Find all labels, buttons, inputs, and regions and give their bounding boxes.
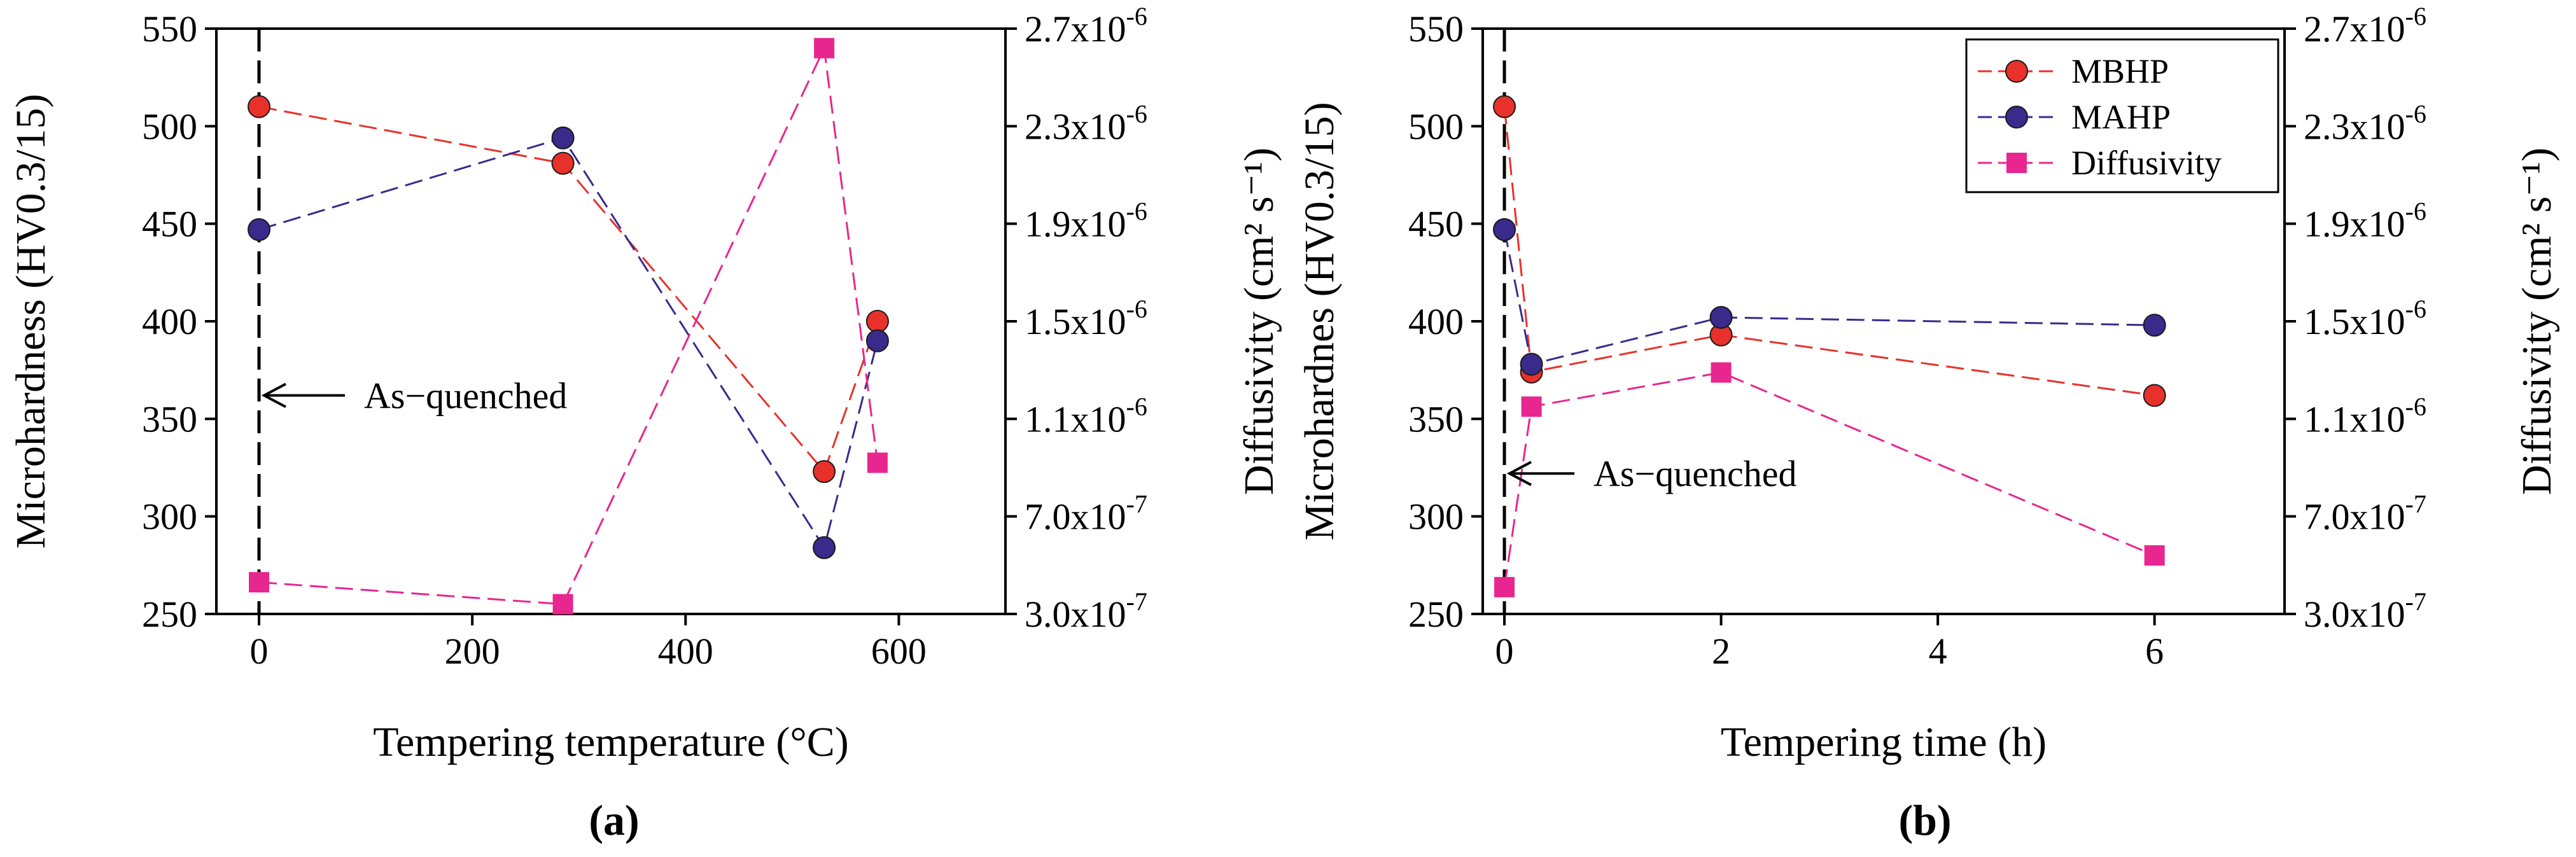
legend-label: MBHP [2071,52,2169,90]
point-mbhp [865,310,889,333]
panel-a: 250 300 350 400 450 500 550 3.0x10-7 7.0x10-7 1.1… [8,2,1282,844]
y2-tick-label: 1.9x10-6 [2304,197,2426,245]
y-tick-label: 350 [1408,398,1464,440]
y2-tick-label: 1.5x10-6 [1025,295,1147,342]
x-tick-label: 6 [2145,631,2164,672]
point-mbhp [813,460,836,484]
y2-tick-label: 2.7x10-6 [2304,2,2426,50]
y2-tick-label: 2.3x10-6 [1025,99,1147,147]
series-line-diffusivity [1503,371,2155,588]
legend-marker [2005,106,2028,129]
y-axis-label: Microhardnes (HV0.3/15) [1296,102,1343,540]
y-tick-label: 250 [142,594,197,635]
y2-axis-label: Diffusivity (cm² s⁻¹) [1236,148,1282,495]
x-tick-label: 4 [1929,631,1947,672]
point-mbhp [2143,384,2166,407]
series-line-diffusivity [258,45,879,606]
y2-tick-label: 1.5x10-6 [2304,295,2426,342]
point-diffusivity [814,38,835,59]
series-line-mbhp [1503,106,2155,397]
legend-label: MAHP [2071,98,2171,136]
y2-tick-label: 2.3x10-6 [2304,99,2426,147]
point-mahp [1520,352,1543,376]
panel-b: 250 300 350 400 450 500 550 3.0x10-7 7.0x10-7 1.1… [1296,2,2560,844]
y-tick-label: 400 [1408,301,1464,342]
point-diffusivity [1711,362,1732,383]
series-line-mbhp [258,106,879,474]
y-tick-label: 450 [142,204,197,245]
x-axis-label: Tempering time (h) [1721,719,2047,765]
y2-axis-label: Diffusivity (cm² s⁻¹) [2514,148,2560,495]
point-mahp [2143,314,2166,337]
y-tick-label: 250 [1408,594,1464,635]
series-line-mahp [1503,229,2155,366]
y-tick-label: 500 [1408,106,1464,147]
y-axis-label: Microhardness (HV0.3/15) [8,94,54,549]
y-tick-label: 550 [142,8,197,50]
y-tick-label: 300 [142,496,197,538]
y2-tick-label: 7.0x10-7 [1025,490,1147,538]
annotation-text: As−quenched [1593,453,1796,494]
series-line-mahp [258,136,879,550]
point-diffusivity [867,452,888,473]
y-tick-label: 550 [1408,8,1464,50]
panel-label: (b) [1898,796,1951,844]
annotation-arrowhead [1506,461,1532,486]
point-mbhp [248,95,271,118]
point-mbhp [551,151,575,175]
point-diffusivity [2144,545,2165,566]
legend-label: Diffusivity [2071,144,2222,182]
y2-tick-label: 1.1x10-6 [2304,392,2426,440]
y2-tick-label: 2.7x10-6 [1025,2,1147,50]
x-axis-label: Tempering temperature (°C) [373,719,848,765]
point-diffusivity [552,594,573,615]
point-diffusivity [249,572,270,593]
point-mahp [1493,218,1516,241]
y2-tick-label: 3.0x10-7 [1025,587,1147,635]
panel-label: (a) [589,796,639,844]
x-tick-label: 0 [250,631,269,672]
y-tick-label: 400 [142,301,197,342]
point-diffusivity [1521,396,1542,417]
point-mahp [1709,305,1733,329]
point-mahp [813,536,836,559]
point-mahp [865,329,889,352]
x-tick-label: 0 [1495,631,1514,672]
y-tick-label: 500 [142,106,197,147]
y-tick-label: 450 [1408,204,1464,245]
y-tick-label: 350 [142,398,197,440]
point-mbhp [1493,95,1516,118]
x-tick-label: 200 [445,631,500,672]
x-tick-label: 400 [658,631,713,672]
point-mahp [248,218,271,241]
y2-tick-label: 1.1x10-6 [1025,392,1147,440]
y-tick-label: 300 [1408,496,1464,538]
legend-marker [2006,153,2027,173]
legend: MBHP MAHP Diffusivity [1965,38,2279,193]
x-tick-label: 2 [1712,631,1730,672]
legend-marker [2005,60,2028,83]
y2-tick-label: 7.0x10-7 [2304,490,2426,538]
x-tick-label: 600 [871,631,927,672]
y2-tick-label: 1.9x10-6 [1025,197,1147,245]
annotation-arrowhead [261,382,286,408]
point-mahp [551,126,575,150]
annotation-text: As−quenched [364,375,567,417]
y2-tick-label: 3.0x10-7 [2304,587,2426,635]
point-diffusivity [1494,576,1515,597]
